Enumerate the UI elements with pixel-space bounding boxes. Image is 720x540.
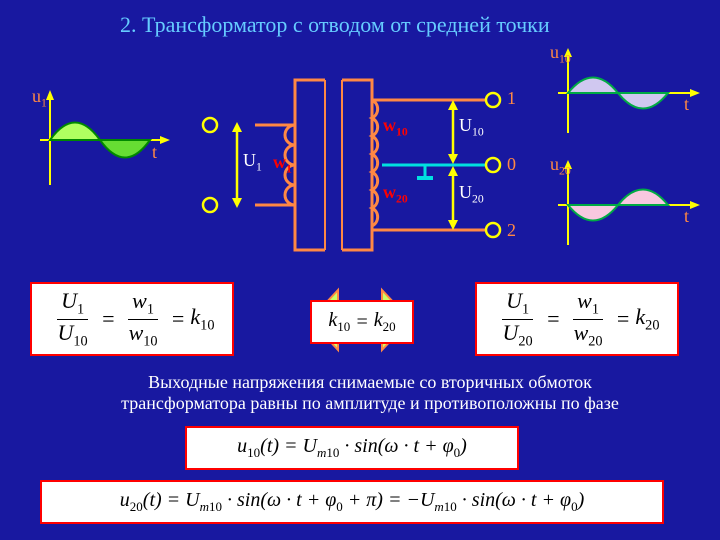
- node-0: 0: [507, 154, 516, 175]
- title-text: 2. Трансформатор с отводом от средней то…: [120, 12, 550, 37]
- label-w20: w20: [383, 182, 408, 206]
- sine-u20-ylabel: u20: [550, 154, 571, 178]
- explanation-line1: Выходные напряжения снимаемые со вторичн…: [148, 372, 592, 392]
- explanation-line2: трансформатора равны по амплитуде и прот…: [121, 393, 619, 413]
- explanation-text: Выходные напряжения снимаемые со вторичн…: [50, 372, 690, 414]
- page-title: 2. Трансформатор с отводом от средней то…: [120, 12, 550, 38]
- label-w10: w10: [383, 115, 408, 139]
- equation-u10t: u10(t) = Um10 · sin(ω · t + φ0): [185, 426, 519, 470]
- sine-u10-ylabel: u10: [550, 42, 571, 66]
- sine-u1: u1 t: [30, 90, 170, 190]
- label-U10: U10: [459, 115, 484, 139]
- sine-u20: u20 t: [550, 160, 700, 250]
- label-w1: w1: [273, 152, 292, 176]
- sine-u1-svg: [30, 90, 170, 190]
- label-U20: U20: [459, 182, 484, 206]
- sine-u20-xlabel: t: [684, 206, 689, 227]
- sine-u20-svg: [550, 160, 700, 250]
- sine-u10-svg: [550, 48, 700, 138]
- node-1: 1: [507, 88, 516, 109]
- sine-u1-xlabel: t: [152, 142, 157, 163]
- sine-u10-xlabel: t: [684, 94, 689, 115]
- label-U1: U1: [243, 150, 262, 174]
- node-2: 2: [507, 220, 516, 241]
- equation-k10: U1U10 = w1w10 = k10: [30, 282, 234, 356]
- equation-center: k10=k20: [310, 300, 414, 344]
- sine-u1-ylabel: u1: [32, 86, 47, 110]
- transformer-diagram: U1 w1 w10 w20 U10 U20 1 0 2: [195, 70, 525, 260]
- equation-u20t: u20(t) = Um10 · sin(ω · t + φ0 + π) = −U…: [40, 480, 664, 524]
- equation-k20: U1U20 = w1w20 = k20: [475, 282, 679, 356]
- sine-u10: u10 t: [550, 48, 700, 138]
